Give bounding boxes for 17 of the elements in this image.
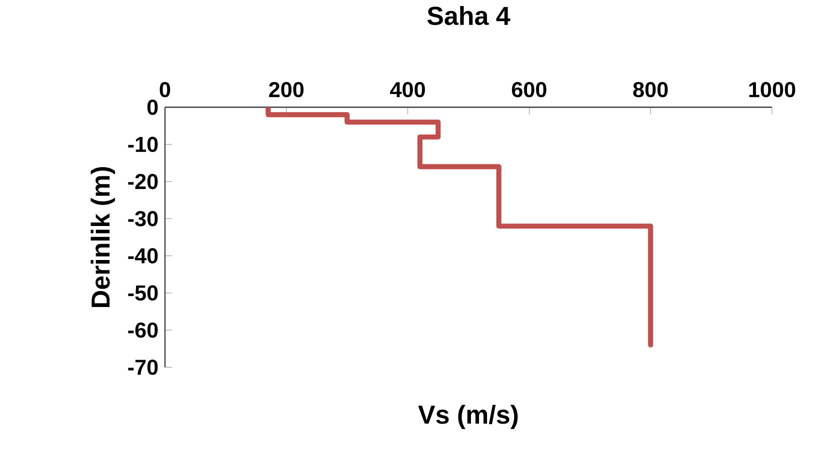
y-tick-label: -20 [128,174,158,190]
y-tick-label: -30 [128,210,158,226]
x-axis-title: Vs (m/s) [418,404,518,429]
x-tick-label: 200 [269,82,304,98]
y-tick-label: -50 [128,285,158,300]
x-tick-label: 0 [160,82,170,98]
x-tick-label: 400 [390,82,425,98]
y-axis-title: Derinlik (m) [90,167,115,307]
x-tick-label: 800 [633,82,668,98]
y-tick-label: 0 [147,99,158,115]
y-tick-label: -70 [128,359,158,375]
x-tick-label: 1000 [749,82,796,98]
y-tick-label: -40 [128,248,158,264]
y-tick-label: -60 [128,322,158,338]
chart-title: Saha 4 [427,6,510,25]
x-tick-label: 600 [512,82,546,98]
y-tick-label: -10 [128,136,158,152]
